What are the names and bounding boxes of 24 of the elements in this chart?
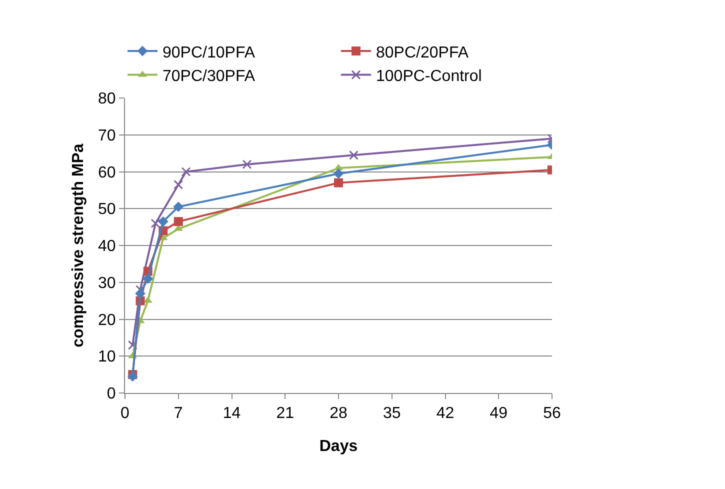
x-tick-label: 21 [276, 405, 294, 422]
y-tick-label: 60 [98, 164, 116, 182]
x-tick-label: 56 [543, 405, 561, 422]
legend-label: 90PC/10PFA [162, 44, 256, 62]
x-tick-label: 7 [174, 405, 183, 422]
x-tick-label: 42 [436, 405, 454, 422]
x-tick-label: 28 [330, 405, 348, 422]
x-axis-title: Days [319, 438, 358, 455]
y-tick-label: 50 [98, 201, 116, 218]
y-tick-label: 10 [98, 348, 116, 366]
x-tick-label: 49 [490, 405, 508, 422]
y-tick-label: 30 [98, 274, 116, 292]
y-tick-label: 0 [106, 386, 116, 403]
x-tick-label: 0 [120, 405, 130, 422]
legend-label: 100PC-Control [376, 68, 482, 86]
y-tick-label: 80 [98, 90, 116, 108]
y-axis-title: compressive strength MPa [70, 144, 87, 348]
y-tick-label: 20 [98, 312, 116, 329]
x-tick-label: 35 [382, 405, 401, 422]
y-tick-label: 40 [98, 238, 116, 256]
legend-label: 80PC/20PFA [376, 44, 469, 62]
x-tick-label: 14 [222, 405, 241, 422]
y-tick-label: 70 [98, 127, 116, 144]
legend-label: 70PC/30PFA [162, 68, 256, 86]
